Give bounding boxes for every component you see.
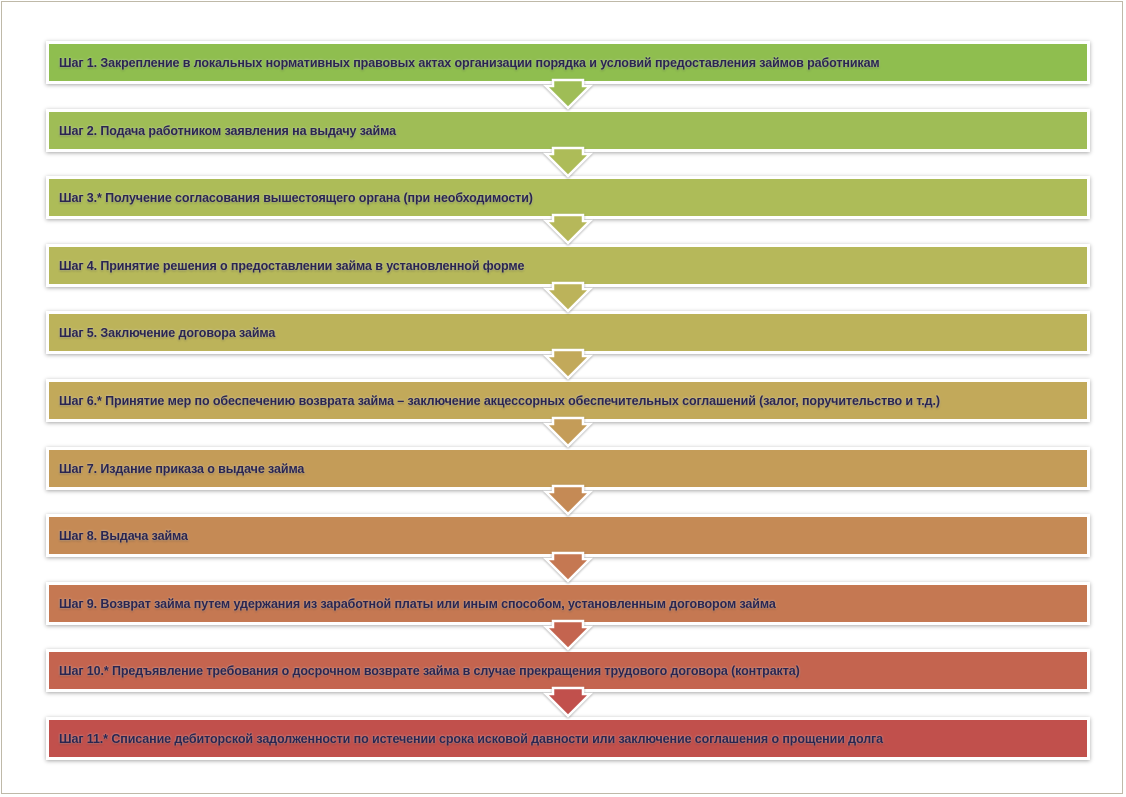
flow-step-label: Шаг 4. Принятие решения о предоставлении… (59, 258, 525, 273)
down-arrow-icon (542, 686, 594, 718)
flow-step-9: Шаг 9. Возврат займа путем удержания из … (46, 582, 1090, 625)
flow-step-5: Шаг 5. Заключение договора займа (46, 311, 1090, 354)
down-arrow-icon (542, 416, 594, 448)
flow-step-4: Шаг 4. Принятие решения о предоставлении… (46, 244, 1090, 287)
flow-step-8: Шаг 8. Выдача займа (46, 514, 1090, 557)
down-arrow-icon (542, 484, 594, 516)
flow-step-label: Шаг 2. Подача работником заявления на вы… (59, 123, 396, 138)
flow-step-label: Шаг 5. Заключение договора займа (59, 325, 276, 340)
flow-step-label: Шаг 10.* Предъявление требования о досро… (59, 663, 800, 678)
down-arrow-icon (542, 551, 594, 583)
down-arrow-icon (542, 619, 594, 651)
flow-step-7: Шаг 7. Издание приказа о выдаче займа (46, 447, 1090, 490)
flow-step-label: Шаг 9. Возврат займа путем удержания из … (59, 596, 776, 611)
down-arrow-icon (542, 348, 594, 380)
flow-step-label: Шаг 8. Выдача займа (59, 528, 188, 543)
flow-step-label: Шаг 11.* Списание дебиторской задолженно… (59, 731, 884, 746)
down-arrow-icon (542, 281, 594, 313)
flow-step-label: Шаг 3.* Получение согласования вышестоящ… (59, 190, 533, 205)
down-arrow-icon (542, 213, 594, 245)
flow-step-label: Шаг 6.* Принятие мер по обеспечению возв… (59, 393, 940, 408)
down-arrow-icon (542, 146, 594, 178)
down-arrow-icon (542, 78, 594, 110)
flow-step-6: Шаг 6.* Принятие мер по обеспечению возв… (46, 379, 1090, 422)
flow-step-11: Шаг 11.* Списание дебиторской задолженно… (46, 717, 1090, 760)
flow-step-2: Шаг 2. Подача работником заявления на вы… (46, 109, 1090, 152)
flow-step-label: Шаг 1. Закрепление в локальных нормативн… (59, 55, 880, 70)
flow-step-3: Шаг 3.* Получение согласования вышестоящ… (46, 176, 1090, 219)
flow-step-label: Шаг 7. Издание приказа о выдаче займа (59, 461, 305, 476)
flow-step-10: Шаг 10.* Предъявление требования о досро… (46, 649, 1090, 692)
flow-step-1: Шаг 1. Закрепление в локальных нормативн… (46, 41, 1090, 84)
